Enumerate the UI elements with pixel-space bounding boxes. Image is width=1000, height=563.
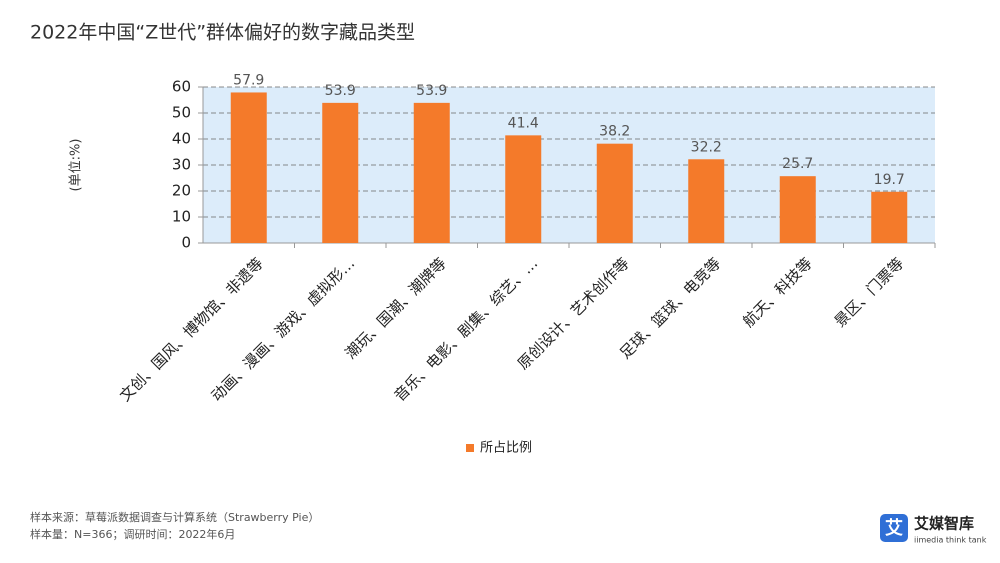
bar (413, 102, 450, 243)
logo-icon: 艾 (885, 517, 903, 539)
chart-title: 2022年中国“Z世代”群体偏好的数字藏品类型 (30, 22, 415, 44)
footer-source: 样本来源：草莓派数据调查与计算系统（Strawberry Pie） (30, 510, 319, 524)
logo-icon-bg (880, 514, 908, 542)
y-tick-label: 10 (172, 208, 191, 226)
logo-tagline: iimedia think tank (914, 536, 987, 545)
y-tick-label: 50 (172, 104, 191, 122)
footer-sample: 样本量：N=366；调研时间：2022年6月 (30, 527, 235, 541)
value-label: 25.7 (782, 156, 813, 172)
y-axis-label: (单位:%) (69, 139, 84, 192)
legend-label: 所占比例 (480, 441, 532, 456)
y-tick-label: 40 (172, 130, 191, 148)
value-label: 19.7 (874, 172, 905, 188)
value-label: 41.4 (508, 115, 539, 131)
x-tick-label: 景区、门票等 (831, 254, 907, 330)
legend-swatch (466, 444, 474, 452)
value-label: 38.2 (599, 124, 630, 140)
value-label: 57.9 (233, 72, 264, 88)
value-label: 53.9 (416, 83, 447, 99)
x-tick-label: 潮玩、国潮、潮牌等 (342, 254, 450, 362)
bar (322, 102, 359, 243)
x-tick-label: 足球、篮球、电竞等 (616, 254, 724, 362)
bar (505, 135, 542, 243)
y-tick-label: 60 (172, 78, 191, 96)
bar (688, 159, 725, 243)
bar (871, 191, 908, 243)
y-tick-label: 20 (172, 182, 191, 200)
y-tick-label: 30 (172, 156, 191, 174)
bar (779, 176, 816, 243)
bar (230, 92, 267, 244)
value-label: 32.2 (691, 139, 722, 155)
logo-name: 艾媒智库 (914, 515, 974, 533)
x-tick-label: 航天、科技等 (739, 254, 815, 330)
bar (596, 143, 633, 243)
y-tick-label: 0 (181, 234, 191, 252)
value-label: 53.9 (325, 83, 356, 99)
x-tick-label: 文创、国风、博物馆、非遗等 (116, 254, 267, 405)
plot-background (203, 87, 935, 243)
